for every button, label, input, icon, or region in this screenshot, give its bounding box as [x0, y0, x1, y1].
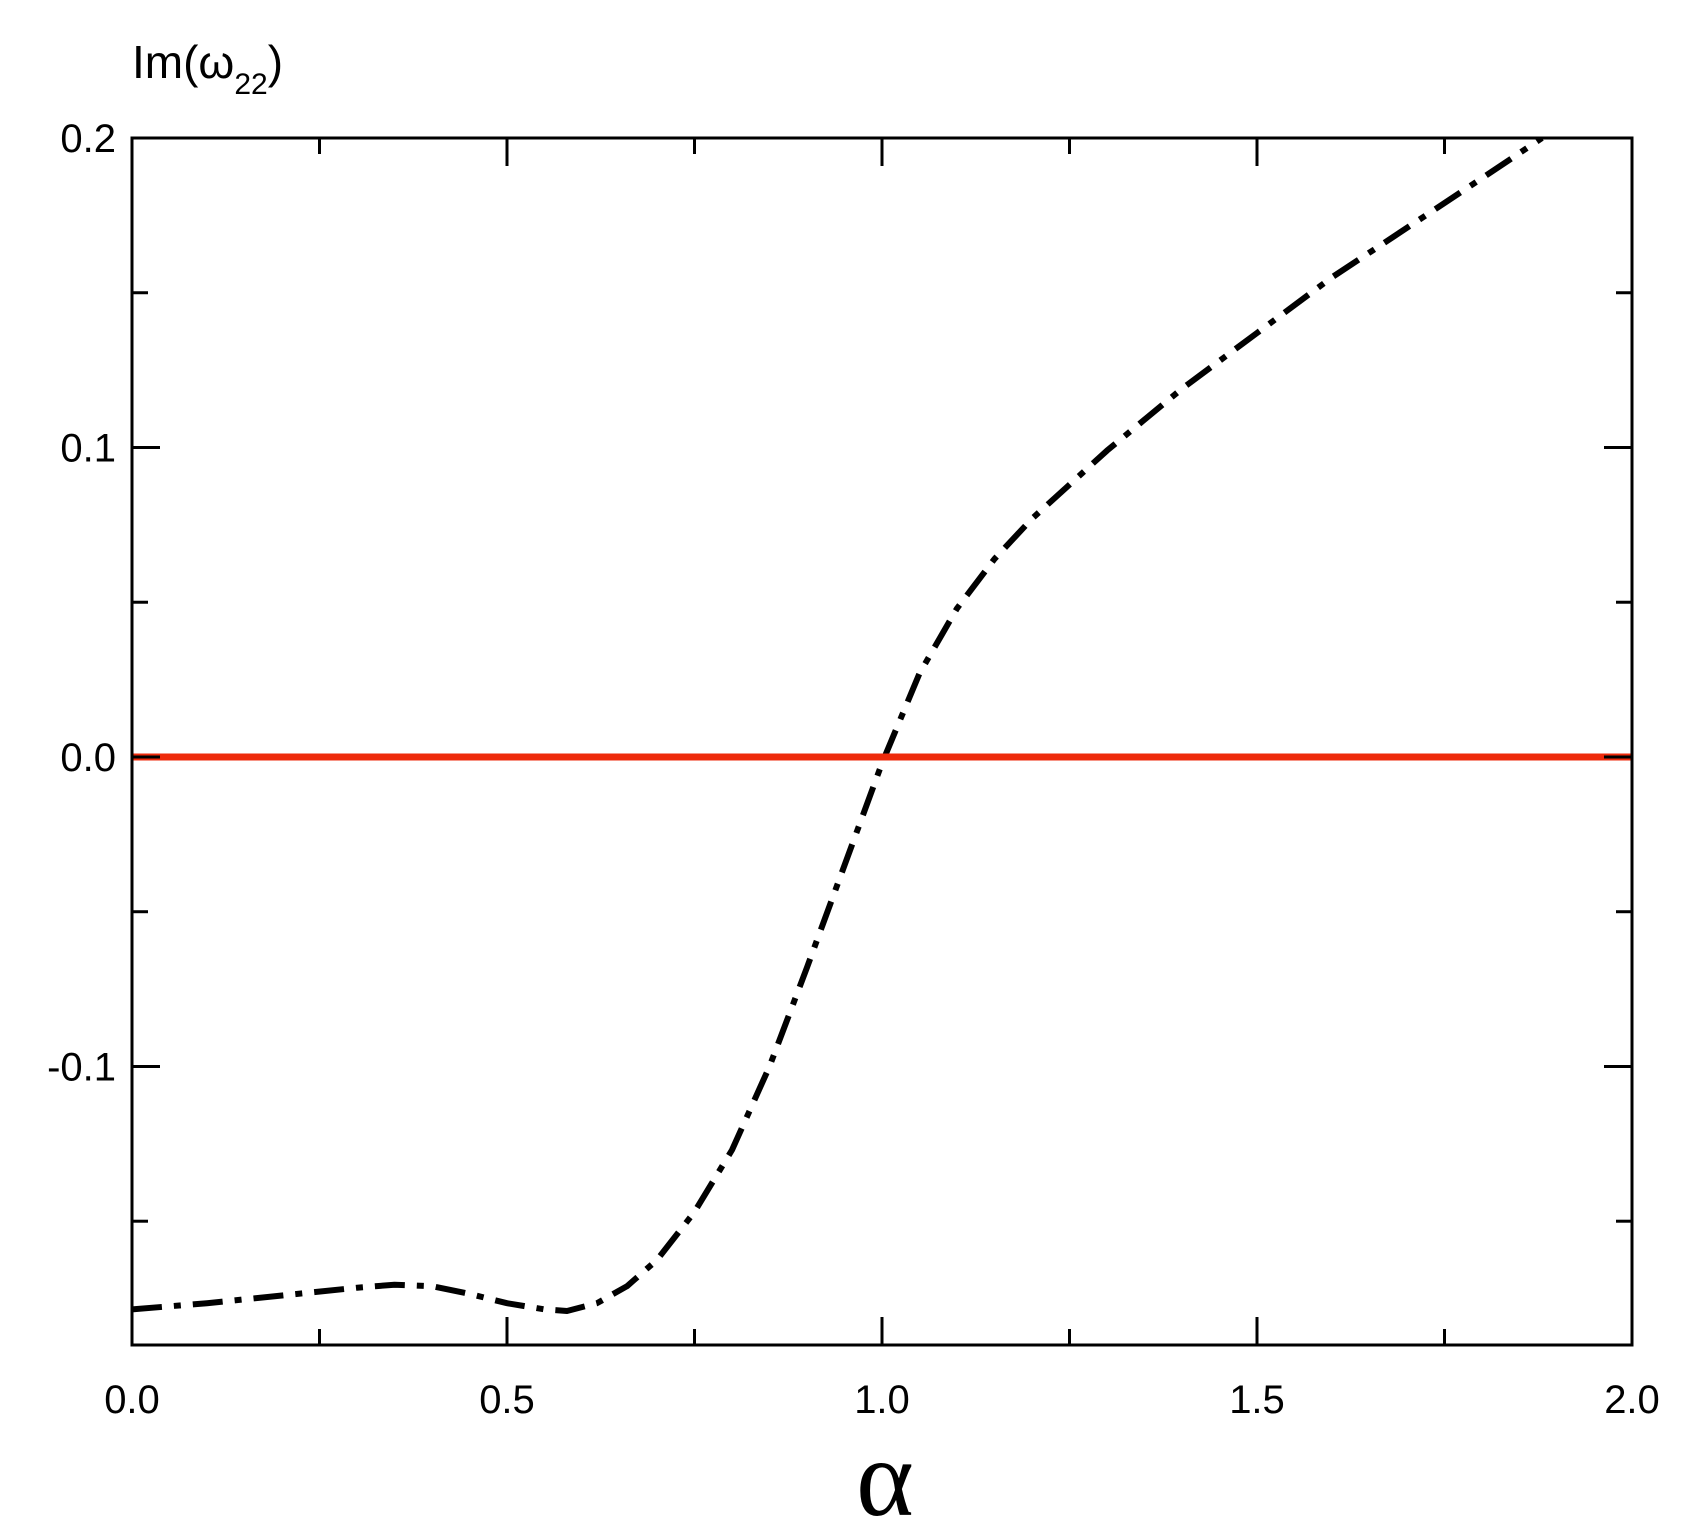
- y-axis-label-prefix: Im(ω: [132, 36, 234, 88]
- y-tick-label: -0.1: [47, 1045, 116, 1089]
- x-tick-label: 2.0: [1604, 1378, 1660, 1422]
- x-tick-label: 1.0: [854, 1378, 910, 1422]
- series-line-im-omega: [132, 138, 1544, 1314]
- x-tick-label: 0.5: [479, 1378, 535, 1422]
- y-tick-label: 0.1: [60, 426, 116, 470]
- y-tick-label: 0.2: [60, 117, 116, 161]
- y-axis-label-suffix: ): [268, 36, 283, 88]
- tick-layer: [130, 136, 1634, 1345]
- x-tick-label: 1.5: [1229, 1378, 1285, 1422]
- series-layer: [132, 138, 1632, 1314]
- x-tick-label: 0.0: [104, 1378, 160, 1422]
- y-axis-label-subscript: 22: [234, 68, 267, 101]
- y-axis-label: Im(ω22): [132, 36, 283, 101]
- plot-frame: [130, 136, 1634, 1347]
- label-layer: 0.0 0.5 1.0 1.5 2.0 -0.1 0.0 0.1 0.2: [47, 117, 1660, 1422]
- x-axis-label: α: [856, 1417, 914, 1537]
- y-tick-label: 0.0: [60, 736, 116, 780]
